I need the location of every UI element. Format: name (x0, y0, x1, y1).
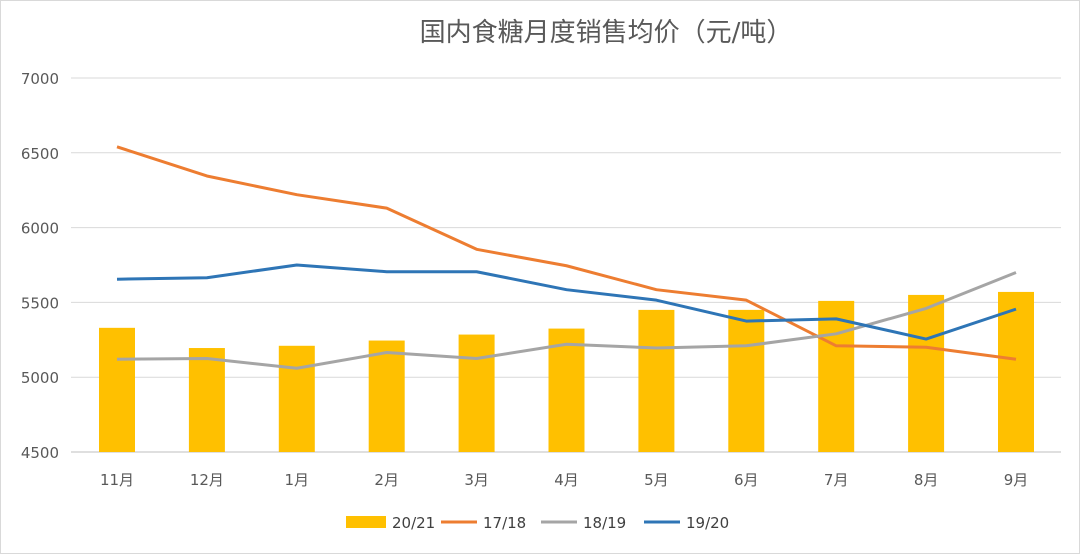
x-tick-label: 4月 (554, 471, 579, 489)
bar-20/21 (278, 345, 315, 452)
bar-20/21 (908, 294, 945, 452)
bar-20/21 (368, 340, 405, 452)
x-tick-label: 7月 (824, 471, 849, 489)
bar-20/21 (728, 309, 765, 452)
bar-20/21 (638, 309, 675, 452)
bar-20/21 (458, 334, 495, 452)
legend-label: 17/18 (483, 514, 526, 532)
x-tick-label: 1月 (285, 471, 310, 489)
bar-20/21 (818, 300, 855, 452)
bar-20/21 (99, 327, 135, 452)
y-tick-label: 6000 (21, 220, 59, 238)
chart-title: 国内食糖月度销售均价（元/吨） (420, 18, 793, 48)
legend-label: 20/21 (392, 514, 435, 532)
legend-label: 19/20 (686, 514, 729, 532)
bar-20/21 (188, 348, 225, 452)
legend-label: 18/19 (583, 514, 626, 532)
y-tick-label: 7000 (21, 70, 59, 88)
bar-20/21 (548, 328, 585, 452)
x-tick-label: 11月 (100, 471, 134, 489)
x-tick-label: 8月 (914, 471, 939, 489)
legend-swatch (346, 516, 386, 528)
x-tick-label: 2月 (374, 471, 399, 489)
x-tick-label: 3月 (464, 471, 489, 489)
x-tick-label: 6月 (734, 471, 759, 489)
line-17/18 (116, 145, 1017, 361)
y-tick-label: 4500 (21, 444, 59, 462)
y-tick-label: 5500 (21, 294, 59, 312)
y-tick-label: 6500 (21, 145, 59, 163)
x-tick-label: 5月 (644, 471, 669, 489)
x-tick-label: 12月 (190, 471, 224, 489)
x-tick-label: 9月 (1004, 471, 1029, 489)
y-tick-label: 5000 (21, 369, 59, 387)
bar-20/21 (998, 291, 1034, 452)
line-19/20 (116, 263, 1017, 341)
